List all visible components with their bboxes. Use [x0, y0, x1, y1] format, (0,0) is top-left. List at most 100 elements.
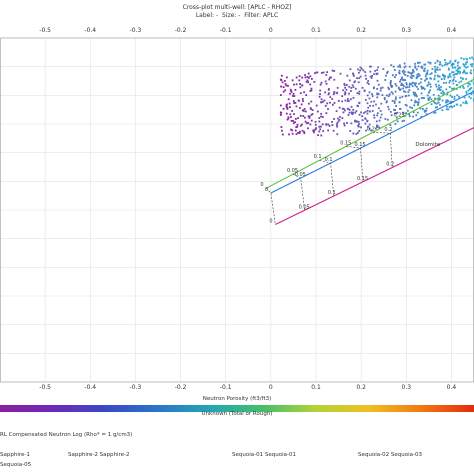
scatter-point — [336, 92, 338, 95]
scatter-point — [428, 96, 431, 99]
scatter-point — [289, 92, 291, 95]
scatter-point — [313, 131, 315, 134]
scatter-point — [436, 106, 438, 109]
scatter-point — [333, 118, 335, 120]
scatter-point — [444, 101, 447, 104]
scatter-point — [438, 98, 441, 100]
scatter-point — [404, 90, 407, 93]
scatter-point — [443, 75, 446, 78]
scatter-point — [416, 73, 419, 76]
scatter-point — [437, 101, 440, 104]
scatter-point — [454, 66, 457, 69]
scatter-point — [465, 78, 468, 80]
scatter-point — [376, 124, 378, 127]
scatter-point — [342, 108, 345, 110]
scatter-point — [423, 97, 425, 99]
porosity-label: 0.2 — [384, 127, 392, 133]
scatter-point — [432, 100, 435, 103]
scatter-point — [285, 106, 288, 108]
scatter-point — [402, 87, 404, 90]
scatter-point — [409, 76, 412, 79]
scatter-point — [304, 116, 306, 119]
scatter-point — [352, 111, 354, 114]
scatter-point — [417, 72, 420, 75]
scatter-point — [345, 84, 348, 86]
scatter-point — [404, 86, 407, 89]
scatter-point — [328, 92, 330, 95]
scatter-point — [439, 63, 442, 66]
scatter-point — [298, 75, 301, 78]
scatter-point — [469, 63, 472, 66]
scatter-point — [299, 92, 302, 95]
scatter-point — [440, 92, 443, 94]
scatter-point — [445, 108, 448, 111]
scatter-point — [439, 68, 441, 71]
scatter-point — [324, 91, 327, 94]
scatter-point — [413, 93, 415, 96]
scatter-point — [366, 109, 369, 112]
scatter-point — [319, 89, 322, 92]
scatter-point — [457, 61, 460, 64]
scatter-point — [315, 71, 318, 74]
scatter-point — [411, 85, 414, 88]
scatter-point — [313, 80, 316, 83]
scatter-point — [432, 93, 435, 96]
scatter-point — [417, 75, 420, 78]
scatter-point — [324, 80, 327, 83]
scatter-point — [349, 130, 352, 132]
scatter-point — [294, 121, 296, 124]
scatter-point — [423, 109, 426, 112]
scatter-point — [301, 129, 304, 132]
scatter-point — [364, 74, 367, 77]
scatter-point — [344, 109, 346, 112]
scatter-point — [395, 96, 397, 99]
scatter-point — [447, 100, 450, 103]
scatter-point — [279, 111, 282, 114]
scatter-point — [307, 76, 310, 79]
scatter-point — [350, 122, 353, 125]
scatter-point — [357, 81, 360, 84]
scatter-point — [370, 100, 373, 103]
well-legend-item: Sequoia-02 Sequoia-03 — [358, 452, 422, 458]
scatter-point — [425, 73, 428, 76]
scatter-point — [426, 73, 429, 76]
scatter-point — [368, 127, 371, 130]
scatter-point — [446, 105, 448, 108]
scatter-point — [458, 67, 461, 70]
scatter-point — [385, 94, 388, 97]
scatter-point — [444, 63, 446, 66]
scatter-point — [320, 134, 323, 137]
chart-title: Cross-plot multi-well: [APLC - RHOZ] — [182, 4, 292, 11]
scatter-point — [308, 115, 311, 118]
scatter-point — [445, 81, 448, 84]
scatter-point — [317, 134, 319, 137]
scatter-point — [385, 74, 387, 77]
scatter-point — [417, 88, 420, 91]
scatter-point — [310, 87, 313, 90]
scatter-point — [302, 100, 304, 103]
scatter-point — [408, 113, 410, 116]
porosity-label: 0.15 — [357, 176, 368, 182]
scatter-point — [302, 115, 305, 117]
scatter-point — [396, 120, 399, 123]
scatter-point — [426, 84, 429, 87]
scatter-point — [364, 110, 367, 113]
scatter-point — [400, 82, 403, 85]
label-field: Label: — [195, 12, 215, 19]
scatter-point — [336, 122, 339, 124]
scatter-point — [289, 88, 292, 91]
scatter-point — [454, 59, 457, 62]
scatter-point — [407, 94, 410, 97]
scatter-point — [420, 87, 423, 90]
scatter-point — [381, 94, 384, 96]
scatter-point — [471, 63, 474, 65]
scatter-point — [333, 78, 336, 81]
porosity-label: 0 — [260, 182, 263, 188]
scatter-point — [344, 99, 347, 102]
x-tick-label: 0.4 — [446, 384, 457, 391]
scatter-point — [434, 74, 436, 77]
scatter-point — [313, 129, 316, 132]
scatter-point — [290, 116, 292, 118]
scatter-point — [348, 85, 351, 88]
scatter-point — [438, 84, 440, 87]
